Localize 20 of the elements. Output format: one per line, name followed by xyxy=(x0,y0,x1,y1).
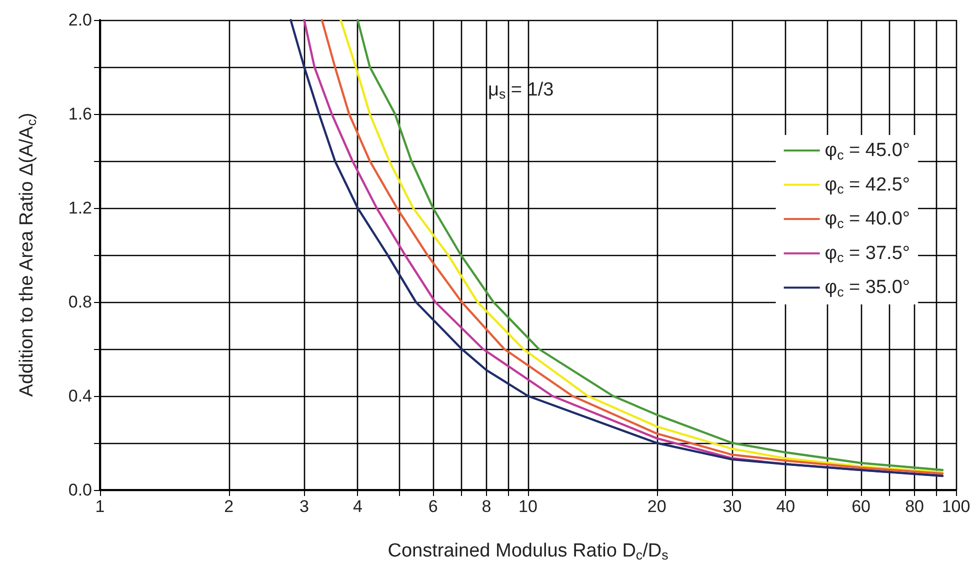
x-tick-label: 2 xyxy=(224,497,234,516)
x-tick-label: 20 xyxy=(647,497,666,516)
x-tick-label: 3 xyxy=(299,497,309,516)
x-tick-label: 40 xyxy=(776,497,796,516)
y-tick-label: 0.8 xyxy=(68,292,92,312)
y-tick-label: 2.0 xyxy=(68,10,92,30)
x-tick-label: 80 xyxy=(905,497,924,516)
x-tick-label: 60 xyxy=(852,497,871,516)
x-tick-label: 4 xyxy=(352,497,362,516)
y-tick-label: 0.0 xyxy=(68,480,92,500)
x-tick-label: 1 xyxy=(95,497,105,516)
x-tick-label: 100 xyxy=(942,497,970,516)
x-tick-label: 8 xyxy=(482,497,492,516)
y-tick-label: 1.2 xyxy=(68,198,92,218)
x-tick-label: 10 xyxy=(518,497,538,516)
x-tick-label: 30 xyxy=(722,497,742,516)
y-axis-title: Addition to the Area Ratio Δ(A/Ac) xyxy=(16,112,39,397)
y-tick-label: 1.6 xyxy=(68,104,92,124)
y-tick-label: 0.4 xyxy=(68,386,92,406)
x-tick-label: 6 xyxy=(428,497,438,516)
